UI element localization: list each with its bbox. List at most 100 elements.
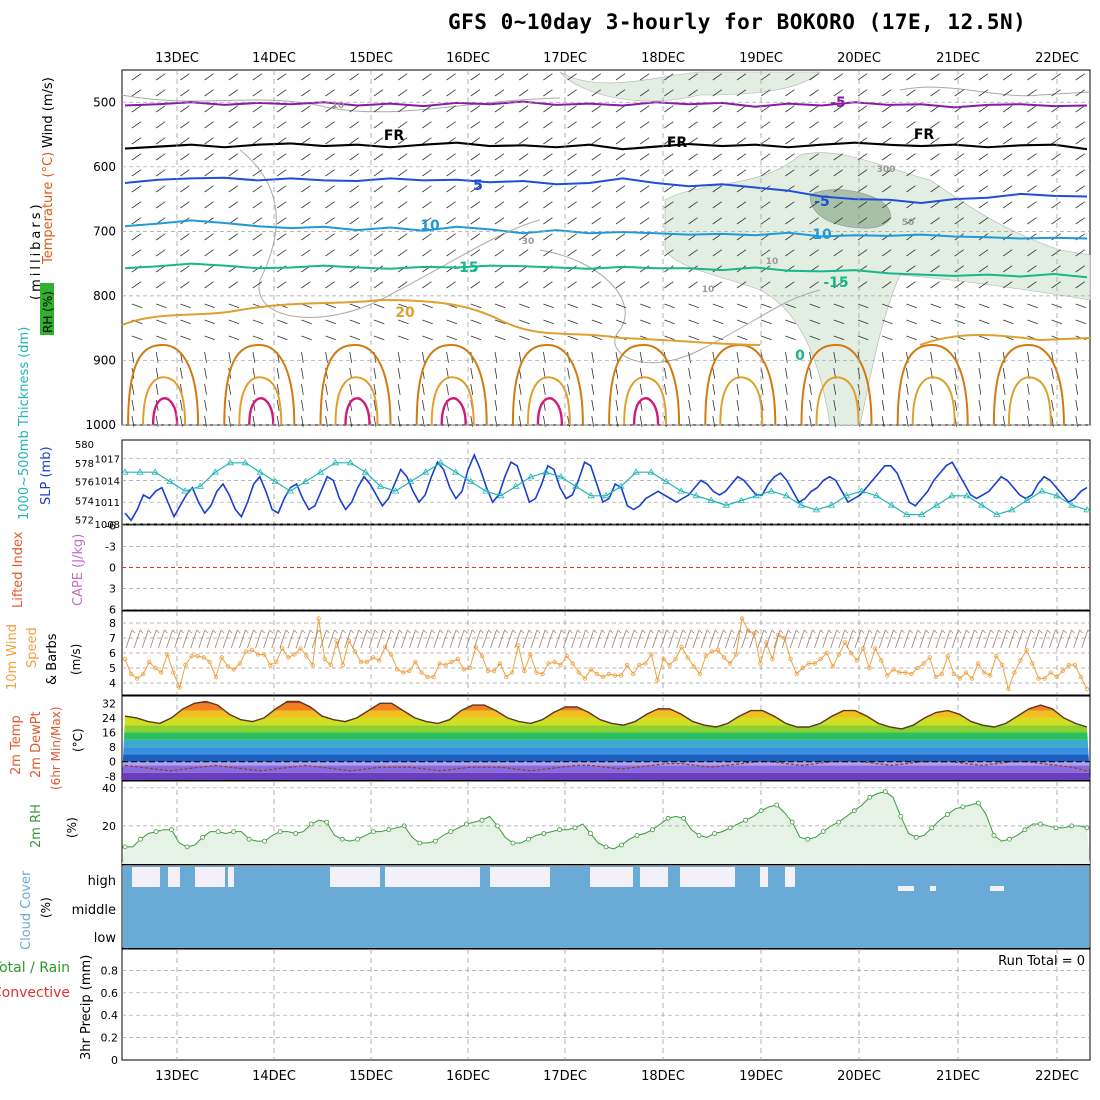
- wind-barb: [930, 169, 940, 177]
- wind-speed-point: [322, 656, 327, 662]
- wind10-barb-flag: [520, 629, 525, 634]
- wind-barb: [204, 265, 214, 273]
- rh-contour: [539, 249, 821, 364]
- wind-barb: [446, 73, 456, 81]
- wind-speed-point: [376, 658, 382, 663]
- wind10-barb: [417, 629, 424, 649]
- wind-barb: [615, 383, 619, 395]
- wind10-barb: [603, 629, 611, 649]
- wind-barb: [906, 399, 909, 411]
- wind-barb: [664, 367, 667, 379]
- thickness-point: [857, 487, 866, 494]
- wind-speed-point: [310, 662, 315, 668]
- wind-barb: [155, 121, 166, 129]
- wind-barb: [664, 319, 675, 325]
- wind10-barb-flag: [747, 629, 751, 634]
- wind-barb: [760, 383, 764, 395]
- wind-barb: [518, 233, 529, 241]
- wind-barb: [422, 73, 432, 81]
- wind-barb: [760, 73, 771, 81]
- wind10-barb: [409, 629, 416, 649]
- wind-barb: [180, 265, 190, 273]
- axis-label-wind10-barbs: & Barbs: [45, 633, 60, 685]
- thickness-point: [677, 487, 685, 494]
- wind-speed-point: [679, 644, 684, 650]
- wind10-barb-flag: [925, 629, 930, 634]
- x-date-label-bottom: 18DEC: [641, 1069, 685, 1084]
- wind10-barb: [903, 629, 910, 649]
- wind-speed-point: [582, 676, 587, 681]
- wind10-barb: [1016, 629, 1024, 649]
- rh-point: [634, 833, 640, 838]
- thickness-point: [361, 468, 370, 475]
- cloud-gap-high: [132, 867, 160, 887]
- contour-label: 10: [702, 285, 715, 295]
- wind-barb: [785, 383, 788, 395]
- wind-barb: [131, 383, 135, 395]
- wind-barb: [736, 335, 748, 341]
- wind-barb: [301, 367, 304, 379]
- wind-barb: [276, 185, 287, 193]
- wind-barb: [639, 121, 650, 129]
- x-date-label-top: 14DEC: [252, 51, 296, 66]
- wind10-barb: [870, 629, 878, 649]
- wind-barb: [204, 399, 207, 411]
- contour-label: 30: [522, 237, 535, 247]
- rh-contour: [899, 86, 1091, 97]
- wind10-barb-flag: [455, 629, 460, 634]
- cloud-level-label: high: [88, 874, 116, 889]
- wind-barb: [543, 335, 554, 341]
- wind-speed-point: [824, 650, 829, 656]
- wind-barb: [906, 185, 916, 193]
- rh-point: [960, 804, 966, 810]
- wind10-barb-flag: [771, 629, 776, 634]
- wind-barb: [639, 201, 650, 209]
- rh-point: [758, 808, 764, 814]
- wind-barb: [349, 319, 361, 325]
- thickness-point: [752, 492, 761, 499]
- wind-barb: [615, 201, 626, 209]
- wind10-barb-flag: [350, 629, 354, 634]
- wind-speed-point: [721, 655, 727, 660]
- wind-barb: [833, 303, 845, 309]
- axis-label-cloud-unit: (%): [39, 897, 53, 918]
- wind-barb: [736, 319, 748, 325]
- isotherm-line-inner: [124, 143, 1088, 152]
- wind-barb: [518, 399, 522, 411]
- wind10-barb: [457, 629, 465, 649]
- wind-barb: [470, 383, 474, 395]
- thickness-point: [692, 492, 700, 499]
- rh-point: [619, 842, 624, 848]
- wind-barb: [349, 281, 360, 289]
- contour-label: -5: [830, 95, 846, 111]
- rh-point: [355, 836, 361, 842]
- wind-barb: [373, 217, 384, 225]
- wind-barb: [712, 335, 724, 341]
- wind-speed-point: [1000, 662, 1005, 668]
- wind-speed-point: [697, 671, 702, 677]
- rh-point: [867, 794, 873, 800]
- wind-barb: [204, 281, 214, 289]
- wind-barb: [736, 89, 747, 97]
- wind-barb: [785, 105, 795, 113]
- wind-barb: [446, 319, 458, 325]
- wind10-barb-flag: [982, 629, 986, 634]
- wind-barb: [252, 153, 263, 161]
- wind-barb: [494, 89, 505, 97]
- wind-barb: [252, 335, 264, 341]
- thickness-point: [451, 468, 460, 475]
- wind-speed-point: [746, 628, 751, 633]
- wind-barb: [1075, 303, 1087, 309]
- cloud-gap-high: [680, 867, 735, 887]
- wind10-barb-flag: [974, 629, 978, 634]
- wind-barb: [857, 217, 868, 225]
- y-tick-label: 580: [75, 440, 94, 451]
- y-tick-label: 0: [109, 756, 116, 769]
- wind-speed-point: [733, 652, 739, 657]
- wind-barb: [1002, 89, 1013, 97]
- wind-speed-point: [1054, 674, 1059, 680]
- wind-barb: [809, 281, 819, 289]
- wind-barb: [1075, 383, 1079, 395]
- wind-barb: [543, 89, 553, 97]
- wind-barb: [204, 137, 214, 145]
